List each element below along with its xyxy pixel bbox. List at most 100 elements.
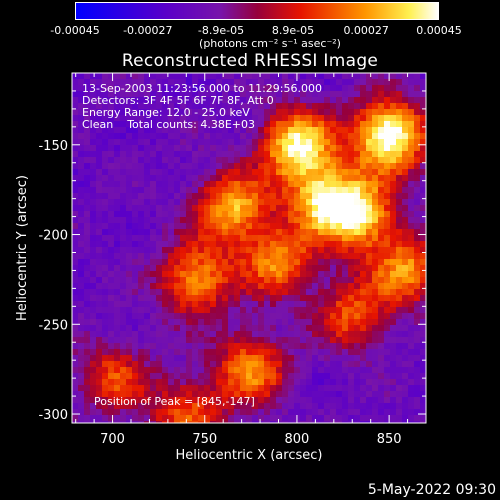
heatmap-cell (114, 283, 120, 289)
heatmap-cell (222, 367, 228, 373)
heatmap-cell (336, 205, 342, 211)
heatmap-cell (246, 277, 252, 283)
heatmap-cell (246, 271, 252, 277)
heatmap-cell (282, 91, 288, 97)
heatmap-cell (174, 367, 180, 373)
heatmap-cell (234, 235, 240, 241)
heatmap-cell (420, 169, 426, 175)
heatmap-cell (96, 379, 102, 385)
heatmap-cell (144, 397, 150, 403)
heatmap-cell (186, 343, 192, 349)
heatmap-cell (102, 331, 108, 337)
heatmap-cell (276, 337, 282, 343)
heatmap-cell (144, 241, 150, 247)
heatmap-cell (330, 97, 336, 103)
heatmap-cell (174, 331, 180, 337)
heatmap-cell (186, 403, 192, 409)
heatmap-cell (330, 169, 336, 175)
heatmap-cell (168, 241, 174, 247)
heatmap-cell (78, 373, 84, 379)
heatmap-cell (126, 253, 132, 259)
heatmap-cell (288, 361, 294, 367)
heatmap-cell (288, 355, 294, 361)
heatmap-cell (174, 247, 180, 253)
heatmap-cell (360, 145, 366, 151)
heatmap-cell (252, 223, 258, 229)
heatmap-cell (228, 415, 234, 421)
heatmap-cell (126, 103, 132, 109)
heatmap-cell (72, 199, 78, 205)
heatmap-cell (228, 133, 234, 139)
heatmap-cell (114, 325, 120, 331)
heatmap-cell (414, 139, 420, 145)
heatmap-cell (300, 91, 306, 97)
heatmap-cell (120, 409, 126, 415)
heatmap-cell (408, 343, 414, 349)
heatmap-cell (390, 349, 396, 355)
heatmap-cell (102, 379, 108, 385)
heatmap-cell (270, 397, 276, 403)
heatmap-cell (270, 295, 276, 301)
heatmap-cell (72, 91, 78, 97)
heatmap-cell (366, 169, 372, 175)
heatmap-cell (150, 367, 156, 373)
heatmap-cell (108, 163, 114, 169)
heatmap-cell (138, 391, 144, 397)
heatmap-cell (198, 187, 204, 193)
heatmap-cell (102, 121, 108, 127)
heatmap-cell (90, 133, 96, 139)
heatmap-cell (114, 319, 120, 325)
heatmap-cell (420, 361, 426, 367)
heatmap-cell (204, 121, 210, 127)
heatmap-cell (282, 265, 288, 271)
heatmap-cell (168, 85, 174, 91)
heatmap-cell (396, 115, 402, 121)
heatmap-cell (132, 319, 138, 325)
heatmap-cell (300, 223, 306, 229)
heatmap-cell (336, 403, 342, 409)
heatmap-cell (120, 379, 126, 385)
heatmap-cell (120, 295, 126, 301)
heatmap-cell (246, 139, 252, 145)
heatmap-cell (174, 217, 180, 223)
heatmap-cell (240, 337, 246, 343)
heatmap-cell (186, 355, 192, 361)
heatmap-cell (318, 379, 324, 385)
heatmap-cell (420, 247, 426, 253)
heatmap-cell (300, 169, 306, 175)
heatmap-cell (372, 373, 378, 379)
heatmap-cell (96, 415, 102, 421)
heatmap-cell (282, 85, 288, 91)
heatmap-cell (390, 355, 396, 361)
heatmap-cell (222, 169, 228, 175)
heatmap-cell (324, 121, 330, 127)
heatmap-cell (396, 373, 402, 379)
heatmap-cell (186, 127, 192, 133)
heatmap-cell (414, 319, 420, 325)
heatmap-cell (204, 211, 210, 217)
heatmap-cell (192, 271, 198, 277)
heatmap-cell (366, 229, 372, 235)
heatmap-cell (354, 253, 360, 259)
x-tick-label: 750 (192, 432, 217, 447)
heatmap-cell (126, 181, 132, 187)
heatmap-cell (222, 301, 228, 307)
heatmap-cell (240, 259, 246, 265)
heatmap-cell (414, 373, 420, 379)
heatmap-cell (396, 127, 402, 133)
heatmap-cell (408, 97, 414, 103)
heatmap-cell (144, 361, 150, 367)
heatmap-cell (228, 385, 234, 391)
heatmap-cell (372, 193, 378, 199)
heatmap-cell (246, 175, 252, 181)
heatmap-cell (78, 307, 84, 313)
heatmap-cell (240, 139, 246, 145)
heatmap-cell (330, 103, 336, 109)
heatmap-cell (120, 259, 126, 265)
heatmap-cell (408, 115, 414, 121)
heatmap-cell (270, 241, 276, 247)
heatmap-cell (288, 199, 294, 205)
heatmap-cell (306, 307, 312, 313)
heatmap-cell (126, 415, 132, 421)
heatmap-cell (162, 211, 168, 217)
